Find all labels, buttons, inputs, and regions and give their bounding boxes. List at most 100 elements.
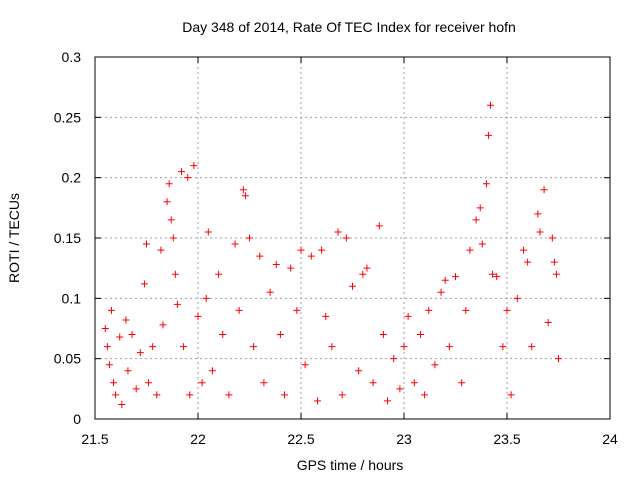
data-point [143,240,150,248]
data-point [101,325,109,332]
data-point [272,261,280,269]
data-point [540,186,548,194]
data-point [528,343,536,351]
data-point [318,246,326,254]
data-point [241,192,249,200]
data-point [472,216,480,224]
data-point [287,264,295,272]
data-point [476,204,484,212]
data-point [239,186,247,194]
data-point [204,228,212,236]
data-point [281,391,289,399]
data-point [132,385,140,393]
chart-title: Day 348 of 2014, Rate Of TEC Index for r… [182,19,516,35]
data-point [231,240,239,248]
data-point [208,367,216,375]
data-point [499,343,507,351]
data-point [466,246,474,254]
data-point [384,397,392,405]
data-point [410,379,418,387]
data-point [489,270,497,278]
x-tick-label: 22.5 [287,431,314,447]
data-point [173,300,181,308]
data-point [184,174,192,182]
data-point [552,270,560,278]
data-point [462,306,470,314]
data-point [548,234,556,242]
data-point [534,210,542,218]
y-axis-label: ROTI / TECUs [6,193,22,283]
data-point [219,331,227,339]
data-point [103,343,111,351]
data-point [198,379,206,387]
x-axis-label: GPS time / hours [297,457,404,473]
data-point [186,391,194,399]
data-point [153,391,161,399]
data-point [140,280,148,288]
data-point [437,288,445,296]
data-point [390,355,398,363]
data-point [202,294,210,302]
y-tick-label: 0.1 [62,290,82,306]
data-point [322,312,330,320]
y-tick-label: 0.05 [54,351,81,367]
y-tick-label: 0.3 [62,49,82,65]
data-point [307,252,315,260]
data-point [379,331,387,339]
data-point [266,288,274,296]
x-tick-label: 21.5 [81,431,108,447]
data-point [297,246,305,254]
data-point [145,379,153,387]
data-point [487,101,495,109]
data-point [536,228,544,236]
data-point [400,343,408,351]
data-point [225,391,233,399]
data-point [355,367,363,375]
data-point [421,391,429,399]
data-point [458,379,466,387]
x-tick-label: 23 [396,431,412,447]
grid-lines [95,57,610,419]
data-point [110,379,118,387]
y-tick-label: 0.25 [54,109,81,125]
data-point [313,397,321,405]
data-point [334,228,342,236]
data-point [404,312,412,320]
data-point [116,333,124,341]
tick-labels: 21.5 22 22.5 23 23.5 24 0 0.05 0.1 0.15 0.2 0.25 0.3 [54,49,618,447]
data-point [118,401,126,409]
data-point [503,306,511,314]
data-point [122,316,130,324]
data-point [256,252,264,260]
data-point [519,246,527,254]
y-tick-label: 0.15 [54,230,81,246]
data-point [194,312,202,320]
data-point [452,273,459,281]
data-point [359,270,367,278]
x-tick-label: 24 [602,431,618,447]
data-point [338,391,346,399]
data-point [369,379,377,387]
data-point [250,343,258,351]
data-point [163,198,171,206]
data-point [165,180,173,188]
data-point [493,273,501,281]
data-point [482,180,490,188]
data-point [149,343,157,351]
data-point [159,321,167,329]
data-point [396,385,404,393]
data-point [246,234,253,242]
data-point [416,331,424,339]
data-point [124,367,132,375]
data-point [484,131,492,139]
data-point [167,216,175,224]
y-tick-label: 0.2 [62,170,82,186]
data-point [550,258,558,266]
data-point [555,355,562,363]
data-point [431,361,439,369]
data-point [235,306,243,314]
data-point [136,349,144,357]
data-point [445,343,453,351]
data-point [107,306,115,314]
